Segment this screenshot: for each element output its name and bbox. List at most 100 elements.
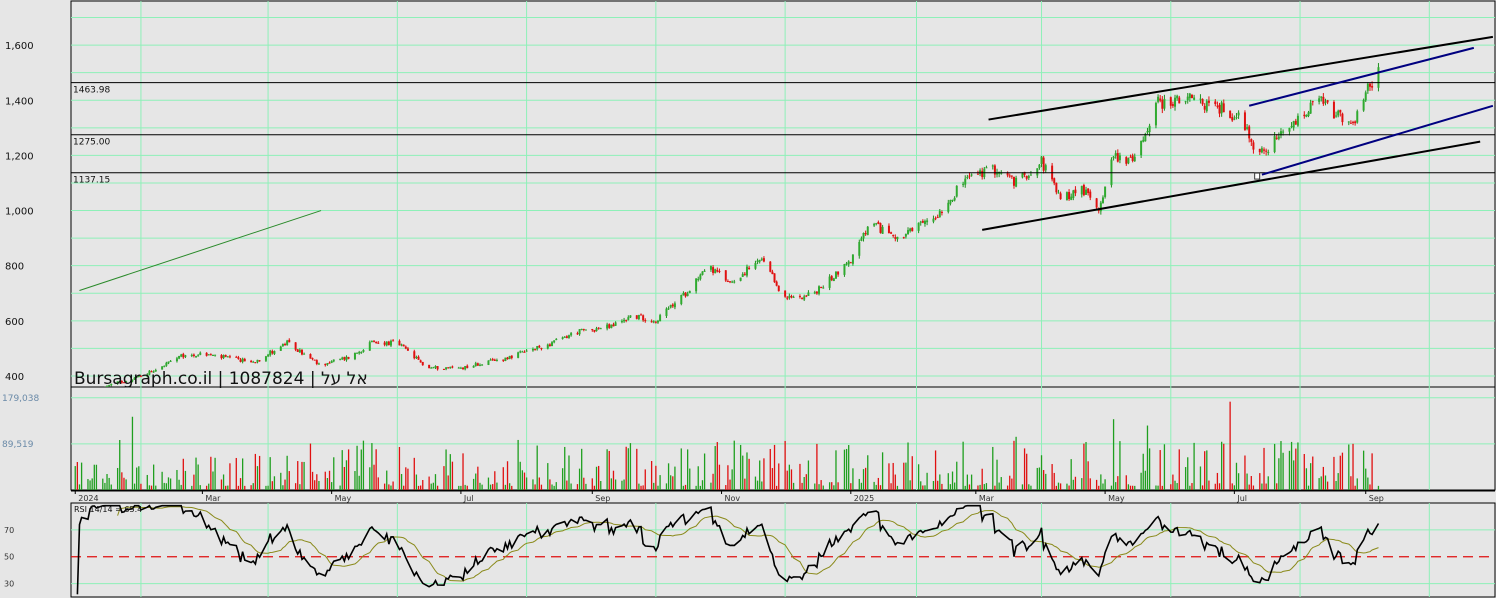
candle [139, 375, 142, 378]
candle [1229, 110, 1232, 119]
candle [860, 236, 863, 242]
candle-body [591, 328, 594, 331]
candle [387, 340, 390, 346]
candle [1205, 99, 1208, 113]
candle-body [555, 338, 558, 340]
candle-body [1116, 153, 1119, 162]
candle-body [267, 354, 270, 357]
candle [404, 345, 407, 350]
price-axis: 400 600 800 1,000 1,200 1,400 1,600 [5, 41, 34, 383]
candle [625, 319, 628, 323]
candle-body [909, 228, 912, 232]
candle-body [1275, 137, 1278, 139]
candle-body [1339, 109, 1342, 113]
candle [383, 340, 386, 347]
candle-body [228, 356, 231, 358]
candle-body [445, 367, 448, 370]
candle [610, 324, 613, 329]
candle-body [508, 356, 511, 360]
candle-body [182, 353, 185, 358]
candle [614, 321, 617, 326]
candle [392, 339, 395, 342]
candle-body [199, 352, 202, 355]
candle [1178, 95, 1181, 104]
candle-body [642, 315, 645, 321]
candle-body [775, 281, 778, 286]
candle [731, 280, 734, 284]
candle-body [146, 374, 149, 377]
candle [1356, 109, 1359, 124]
candle [502, 359, 505, 362]
candle [1068, 189, 1071, 201]
candle [207, 354, 210, 356]
candle [1337, 109, 1340, 118]
candle-body [739, 277, 742, 281]
candle [1377, 63, 1380, 92]
candle-body [911, 227, 914, 232]
candle [754, 260, 757, 270]
candle-body [254, 362, 257, 364]
candle [849, 261, 852, 264]
candle-body [400, 344, 403, 346]
candle-body [1087, 188, 1090, 194]
candle-body [650, 321, 653, 323]
candle [902, 236, 905, 239]
candle-body [790, 295, 793, 298]
candle-body [239, 359, 242, 362]
candle-body [1144, 133, 1147, 142]
candle [125, 380, 128, 384]
candle-body [993, 165, 996, 175]
candle-body [432, 367, 435, 369]
candle [553, 340, 556, 344]
candle [428, 364, 431, 369]
candle-body [1258, 148, 1261, 153]
candle [241, 357, 244, 364]
candle-body [644, 320, 647, 322]
candle-body [449, 366, 452, 369]
candle-body [1161, 99, 1164, 109]
candle [832, 277, 835, 282]
candle [373, 340, 376, 343]
candle-body [288, 339, 291, 343]
candle [894, 234, 897, 242]
candle-body [169, 360, 172, 362]
candle-body [1025, 175, 1028, 179]
candle [1012, 176, 1015, 189]
candle [584, 329, 587, 331]
candle-body [599, 328, 602, 330]
candle [434, 365, 437, 370]
candle [991, 164, 994, 170]
candle [1161, 96, 1164, 114]
candle-body [192, 354, 195, 356]
candle-body [1205, 101, 1208, 112]
date-tick-label: May [1108, 494, 1125, 503]
candle-body [1231, 117, 1234, 121]
candle [1072, 189, 1075, 201]
candle-body [1296, 115, 1299, 126]
candle [1171, 101, 1174, 108]
candle [665, 307, 668, 319]
candle [864, 230, 867, 236]
candle-body [1072, 190, 1075, 198]
candle [288, 338, 291, 343]
candle-body [890, 232, 893, 234]
candle [949, 199, 952, 206]
date-tick-label: Nov [725, 494, 741, 503]
rsi-series [71, 504, 1495, 595]
candle-body [474, 363, 477, 367]
candle [548, 343, 551, 347]
level-label: 1275.00 [73, 138, 110, 148]
candle-body [565, 336, 568, 338]
candle [629, 315, 632, 319]
candle [534, 348, 537, 351]
candle [640, 313, 643, 316]
candle-body [1265, 150, 1268, 152]
date-tick-label: Mar [979, 494, 995, 503]
candle [326, 362, 329, 366]
candle [551, 341, 554, 347]
candle-body [504, 357, 507, 361]
candle [419, 359, 422, 363]
candle-body [510, 355, 513, 359]
candle [1233, 115, 1236, 121]
